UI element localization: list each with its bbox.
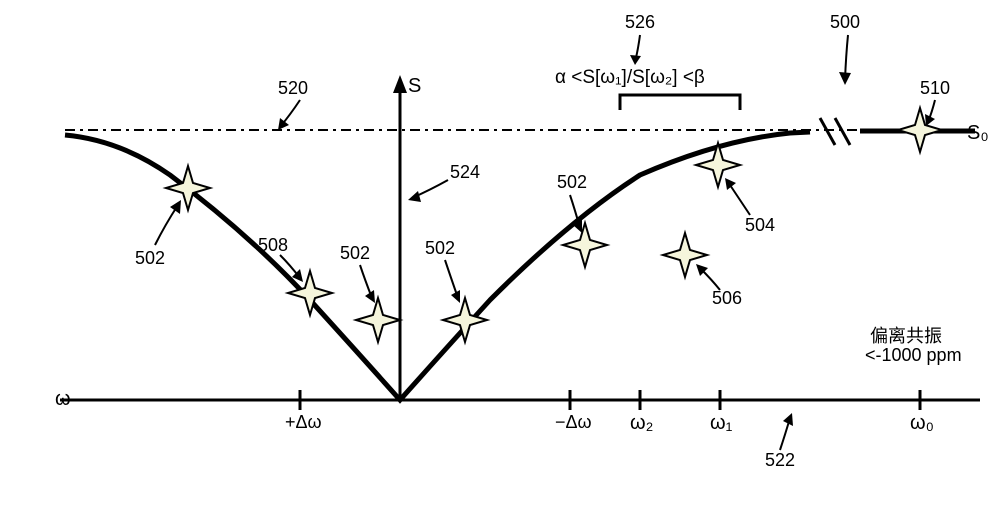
ref-504: 504 xyxy=(745,215,775,236)
omega0-label: ω₀ xyxy=(910,412,934,435)
bracket xyxy=(620,95,740,110)
leader-504 xyxy=(728,182,750,215)
omega-axis-label: ω xyxy=(55,388,71,411)
s0-label: S₀ xyxy=(967,122,989,145)
ref-502-1: 502 xyxy=(135,248,165,269)
ref-502-4: 502 xyxy=(557,172,587,193)
diagram-container: 526 500 520 510 524 502 508 502 502 502 … xyxy=(0,0,1000,505)
leader-504-arrow xyxy=(725,178,736,190)
plus-delta-label: +Δω xyxy=(285,412,322,433)
leader-520-arrow xyxy=(278,118,289,130)
star-510 xyxy=(898,108,942,152)
ref-508: 508 xyxy=(258,235,288,256)
star-502-2 xyxy=(356,298,400,342)
ref-510: 510 xyxy=(920,78,950,99)
break-mark-2 xyxy=(835,118,850,145)
ref-502-3: 502 xyxy=(425,238,455,259)
leader-526-arrow xyxy=(630,55,641,65)
minus-delta-label: −Δω xyxy=(555,412,592,433)
ref-506: 506 xyxy=(712,288,742,309)
ref-526: 526 xyxy=(625,12,655,33)
ref-522: 522 xyxy=(765,450,795,471)
leader-502-1-arrow xyxy=(170,200,181,214)
inequality-label: α <S[ω₁]/S[ω₂] <β xyxy=(555,67,705,89)
omega1-label: ω₁ xyxy=(710,412,732,435)
break-mark-1 xyxy=(820,118,835,145)
ref-502-2: 502 xyxy=(340,243,370,264)
ref-524: 524 xyxy=(450,162,480,183)
leader-524-arrow xyxy=(408,191,421,202)
omega2-label: ω₂ xyxy=(630,412,653,435)
ppm-label: <-1000 ppm xyxy=(865,345,962,366)
y-axis-arrow xyxy=(393,75,407,93)
leader-502-1 xyxy=(155,205,178,245)
stars-group xyxy=(166,108,942,342)
leader-500-arrow xyxy=(839,72,851,85)
s-axis-label: S xyxy=(408,75,421,98)
ref-520: 520 xyxy=(278,78,308,99)
ref-500: 500 xyxy=(830,12,860,33)
star-502-3 xyxy=(443,298,487,342)
